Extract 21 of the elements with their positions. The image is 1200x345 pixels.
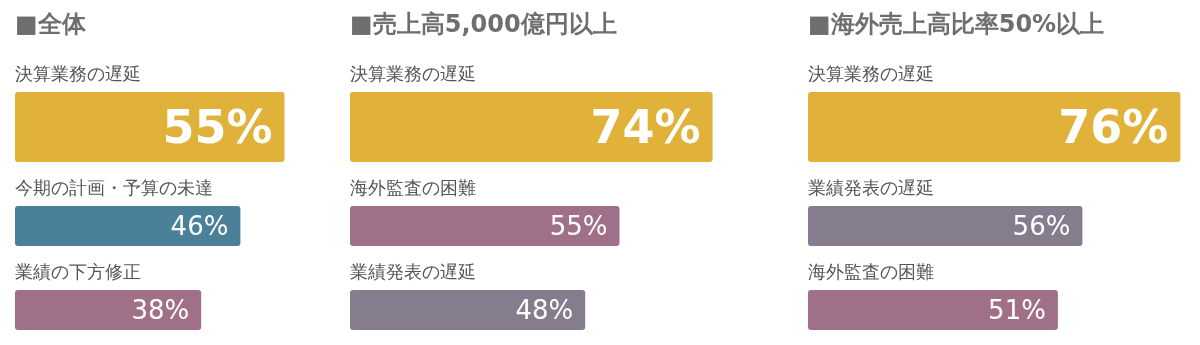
data-label: 51% <box>988 295 1046 325</box>
y-tick-label: 業績発表の遅延 <box>350 261 476 282</box>
y-tick-label: 決算業務の遅延 <box>15 63 141 84</box>
y-tick-label: 決算業務の遅延 <box>350 63 476 84</box>
y-tick-label: 業績発表の遅延 <box>808 177 934 198</box>
data-label: 48% <box>515 295 574 325</box>
y-tick-label: 海外監査の困難 <box>808 261 934 282</box>
chart-title: ■売上高5,000億円以上 <box>350 10 617 38</box>
data-label: 74% <box>590 100 701 154</box>
data-label: 46% <box>170 211 229 241</box>
y-tick-label: 業績の下方修正 <box>15 261 141 282</box>
chart-title: ■全体 <box>15 10 87 38</box>
chart-title: ■海外売上高比率50%以上 <box>808 10 1105 38</box>
data-label: 55% <box>162 100 273 154</box>
data-label: 76% <box>1058 100 1169 154</box>
y-tick-label: 決算業務の遅延 <box>808 63 934 84</box>
data-label: 38% <box>131 295 190 325</box>
y-tick-label: 海外監査の困難 <box>350 177 476 198</box>
data-label: 56% <box>1012 211 1071 241</box>
y-tick-label: 今期の計画・予算の未達 <box>15 177 213 198</box>
data-label: 55% <box>549 211 608 241</box>
